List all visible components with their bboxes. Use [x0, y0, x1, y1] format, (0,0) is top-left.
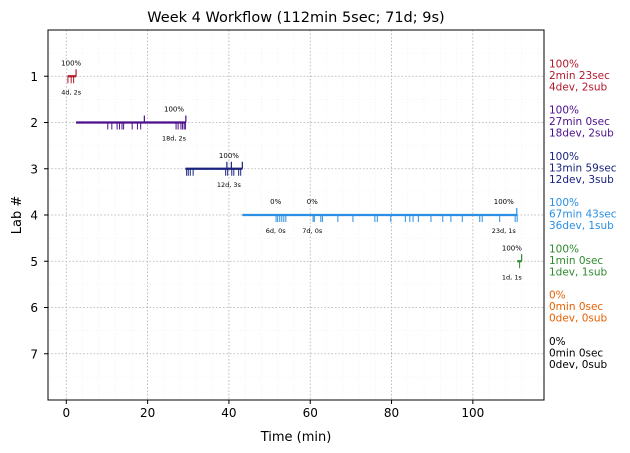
summary-line: 100% — [549, 197, 579, 209]
segment-count-label: 23d, 1s — [492, 227, 517, 235]
x-tick-label: 60 — [303, 406, 318, 420]
lab-5-series: 100% 1d, 1s — [502, 244, 523, 281]
lab-series: 100% 4d, 2s 100% 18d, 2s 100% 12d, 3s 0% 6d, 0s… — [61, 59, 522, 281]
summary-line: 0min 0sec — [549, 301, 603, 313]
x-tick-label: 100 — [461, 406, 484, 420]
summary-line: 0dev, 0sub — [549, 359, 608, 371]
summary-line: 67min 43sec — [549, 209, 617, 221]
x-tick-label: 40 — [221, 406, 236, 420]
lab-3-series: 100% 12d, 3s — [185, 152, 243, 189]
segment-percent-label: 100% — [502, 244, 522, 252]
summary-line: 0min 0sec — [549, 347, 603, 359]
x-axis: 0 20 40 60 80 100 — [62, 400, 484, 420]
x-axis-label: Time (min) — [260, 430, 332, 445]
segment-percent-label: 100% — [164, 106, 184, 114]
y-tick-label: 1 — [30, 70, 38, 84]
x-tick-label: 20 — [140, 406, 155, 420]
y-tick-label: 6 — [30, 301, 38, 315]
y-tick-label: 3 — [30, 162, 38, 176]
segment-count-label: 6d, 0s — [266, 227, 287, 235]
summary-line: 18dev, 2sub — [549, 128, 614, 140]
segment-percent-label: 0% — [307, 198, 318, 206]
segment-count-label: 18d, 2s — [162, 135, 187, 143]
chart-title: Week 4 Workflow (112min 5sec; 71d; 9s) — [147, 10, 444, 26]
segment-percent-label: 100% — [494, 198, 514, 206]
x-tick-label: 0 — [62, 406, 70, 420]
segment-percent-label: 100% — [219, 152, 239, 160]
segment-count-label: 4d, 2s — [61, 88, 82, 96]
summary-line: 100% — [549, 105, 579, 117]
y-tick-label: 5 — [30, 255, 38, 269]
summary-line: 100% — [549, 243, 579, 255]
summary-line: 27min 0sec — [549, 116, 610, 128]
summary-line: 1dev, 1sub — [549, 266, 608, 278]
lab-2-series: 100% 18d, 2s — [76, 106, 187, 143]
summary-line: 36dev, 1sub — [549, 220, 614, 232]
summary-line: 4dev, 2sub — [549, 81, 608, 93]
summary-line: 13min 59sec — [549, 162, 617, 174]
summary-line: 0dev, 0sub — [549, 313, 608, 325]
segment-percent-label: 100% — [61, 59, 81, 67]
segment-percent-label: 0% — [270, 198, 281, 206]
summary-line: 1min 0sec — [549, 255, 603, 267]
y-tick-label: 7 — [30, 347, 38, 361]
y-tick-label: 2 — [30, 116, 38, 130]
summary-line: 0% — [549, 336, 566, 348]
lab-4-series: 0% 6d, 0s 0% 7d, 0s 100% 23d, 1s — [242, 198, 518, 235]
summary-line: 100% — [549, 58, 579, 70]
x-tick-label: 80 — [384, 406, 399, 420]
y-axis-label: Lab # — [10, 196, 25, 235]
y-axis: 1 2 3 4 5 6 7 — [30, 70, 48, 361]
segment-count-label: 7d, 0s — [302, 227, 323, 235]
y-tick-label: 4 — [30, 209, 38, 223]
summary-line: 12dev, 3sub — [549, 174, 614, 186]
segment-count-label: 1d, 1s — [502, 273, 523, 281]
summary-line: 0% — [549, 290, 566, 302]
summary-line: 2min 23sec — [549, 70, 610, 82]
summary-line: 100% — [549, 151, 579, 163]
segment-count-label: 12d, 3s — [217, 181, 242, 189]
lab-1-series: 100% 4d, 2s — [61, 59, 82, 96]
